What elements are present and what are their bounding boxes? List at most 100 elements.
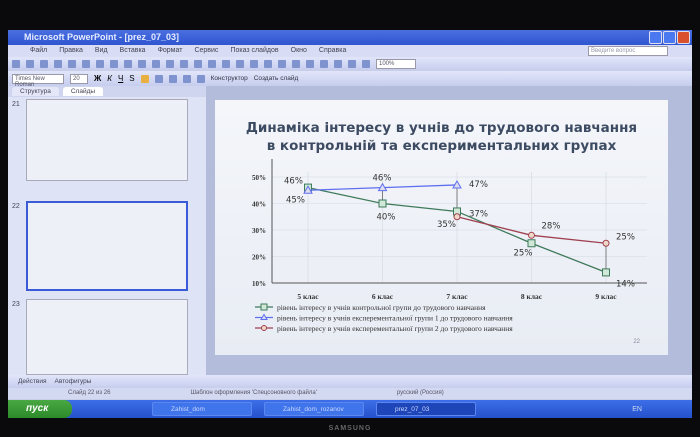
- new-slide-button[interactable]: Создать слайд: [253, 75, 299, 82]
- tab-outline[interactable]: Структура: [12, 87, 59, 96]
- data-label: 14%: [616, 279, 635, 289]
- designer-button[interactable]: Конструктор: [210, 75, 248, 82]
- toolbar-button-icon[interactable]: [348, 59, 356, 68]
- toolbar-button-icon[interactable]: [334, 59, 342, 68]
- toolbar-button-icon[interactable]: [320, 59, 328, 68]
- shadow-button[interactable]: S: [129, 74, 135, 83]
- toolbar-button-icon[interactable]: [292, 59, 300, 68]
- menu-item[interactable]: Вид: [94, 47, 108, 54]
- data-label: 40%: [377, 213, 396, 223]
- menu-item[interactable]: Вставка: [119, 47, 146, 54]
- data-label: 35%: [437, 220, 456, 230]
- toolbar-button-icon[interactable]: [250, 59, 258, 68]
- toolbar-button-icon[interactable]: [82, 59, 90, 68]
- slide-title-line2: в контрольній та експериментальних група…: [266, 138, 617, 154]
- toolbar-button-icon[interactable]: [96, 59, 104, 68]
- monitor-brand: SAMSUNG: [328, 425, 372, 432]
- italic-button[interactable]: К: [107, 74, 112, 83]
- legend-marker: [261, 325, 267, 331]
- data-point-marker: [527, 239, 536, 248]
- toolbar-button-icon[interactable]: [236, 59, 244, 68]
- data-label: 46%: [284, 177, 303, 187]
- toolbar-button-icon[interactable]: [166, 59, 174, 68]
- toolbar-button-icon[interactable]: [138, 59, 146, 68]
- title-bar: Microsoft PowerPoint - [prez_07_03]: [8, 30, 692, 45]
- tab-slides[interactable]: Слайды: [62, 87, 104, 96]
- align-left-icon[interactable]: [140, 74, 149, 83]
- toolbar-button-icon[interactable]: [278, 59, 286, 68]
- taskbar-item[interactable]: Zahist_dom: [152, 402, 252, 416]
- x-tick-label: 5 клас: [297, 292, 319, 301]
- line-chart: 10% 20% 30% 40% 50% 5 клас 6 клас 7 клас 8 клас 9…: [252, 159, 647, 333]
- taskbar-item[interactable]: prez_07_03: [376, 402, 476, 416]
- underline-button[interactable]: Ч: [117, 74, 124, 83]
- data-label: 46%: [373, 174, 392, 184]
- bullets-icon[interactable]: [182, 74, 191, 83]
- toolbar-button-icon[interactable]: [306, 59, 314, 68]
- status-language: русский (Россия): [396, 390, 444, 396]
- toolbar-button-icon[interactable]: [180, 59, 188, 68]
- toolbar-button-icon[interactable]: [222, 59, 230, 68]
- toolbar-button-icon[interactable]: [208, 59, 216, 68]
- font-select[interactable]: Times New Roman: [12, 73, 64, 88]
- slide-thumbnail-22[interactable]: [26, 201, 188, 291]
- x-tick-label: 7 клас: [446, 292, 468, 301]
- menu-item[interactable]: Окно: [290, 47, 307, 54]
- toolbar-button-icon[interactable]: [110, 59, 118, 68]
- menu-item[interactable]: Формат: [157, 47, 183, 54]
- standard-toolbar: 100%: [8, 57, 692, 70]
- taskbar: пуск Zahist_dom Zahist_dom_rozanov prez_…: [8, 400, 692, 418]
- toolbar-button-icon[interactable]: [26, 59, 34, 68]
- data-point-marker: [378, 199, 387, 208]
- menu-item[interactable]: Правка: [59, 47, 83, 54]
- toolbar-button-icon[interactable]: [194, 59, 202, 68]
- toolbar-button-icon[interactable]: [264, 59, 272, 68]
- minimize-button[interactable]: [649, 31, 662, 44]
- legend-label: рівень інтересу в учнів експерементально…: [277, 314, 513, 323]
- actions-menu[interactable]: Действия: [18, 378, 47, 385]
- slide-thumbnail-23[interactable]: [26, 299, 188, 375]
- toolbar-button-icon[interactable]: [40, 59, 48, 68]
- close-button[interactable]: [677, 31, 690, 44]
- toolbar-button-icon[interactable]: [68, 59, 76, 68]
- align-center-icon[interactable]: [154, 74, 163, 83]
- toolbar-button-icon[interactable]: [362, 59, 370, 68]
- autoshapes-menu[interactable]: Автофигуры: [54, 378, 92, 385]
- start-button[interactable]: пуск: [8, 400, 72, 418]
- menu-item[interactable]: Справка: [318, 47, 347, 54]
- language-indicator[interactable]: EN: [632, 405, 642, 413]
- y-tick-label: 10%: [252, 280, 266, 288]
- x-tick-label: 8 клас: [521, 292, 543, 301]
- toolbar-button-icon[interactable]: [124, 59, 132, 68]
- data-label: 25%: [514, 248, 533, 258]
- data-point-marker: [303, 185, 313, 194]
- zoom-select[interactable]: 100%: [376, 58, 416, 69]
- bold-button[interactable]: Ж: [94, 74, 102, 83]
- data-point-marker: [452, 179, 462, 189]
- help-search-input[interactable]: Введите вопрос: [588, 46, 668, 56]
- toolbar-button-icon[interactable]: [152, 59, 160, 68]
- font-size-select[interactable]: 20: [70, 73, 88, 84]
- slide: Динаміка інтересу в учнів до трудового н…: [215, 100, 668, 355]
- menu-item[interactable]: Файл: [30, 47, 48, 54]
- menu-item[interactable]: Сервис: [194, 47, 219, 54]
- toolbar-button-icon[interactable]: [54, 59, 62, 68]
- font-color-icon[interactable]: [196, 74, 205, 83]
- legend-label: рівень інтересу в учнів контрольної груп…: [277, 303, 486, 312]
- toolbar-button-icon[interactable]: [12, 59, 20, 68]
- menu-bar: Файл Правка Вид Вставка Формат Сервис Показ сл…: [8, 45, 692, 57]
- panel-tabs: Структура Слайды: [8, 86, 206, 97]
- align-right-icon[interactable]: [168, 74, 177, 83]
- data-point-marker: [602, 239, 610, 247]
- menu-item[interactable]: Показ слайдов: [230, 47, 279, 54]
- x-tick-label: 6 клас: [372, 292, 394, 301]
- slide-thumbnail-21[interactable]: [26, 99, 188, 181]
- formatting-toolbar: Times New Roman 20 Ж К Ч S Конструктор С…: [8, 71, 692, 88]
- slide-title-line1: Динаміка інтересу в учнів до трудового н…: [245, 120, 638, 136]
- taskbar-item[interactable]: Zahist_dom_rozanov: [264, 402, 364, 416]
- legend-marker: [260, 303, 268, 311]
- slide-number-label: 22: [633, 339, 640, 345]
- data-label: 28%: [542, 221, 561, 231]
- maximize-button[interactable]: [663, 31, 676, 44]
- data-point-marker: [453, 213, 461, 221]
